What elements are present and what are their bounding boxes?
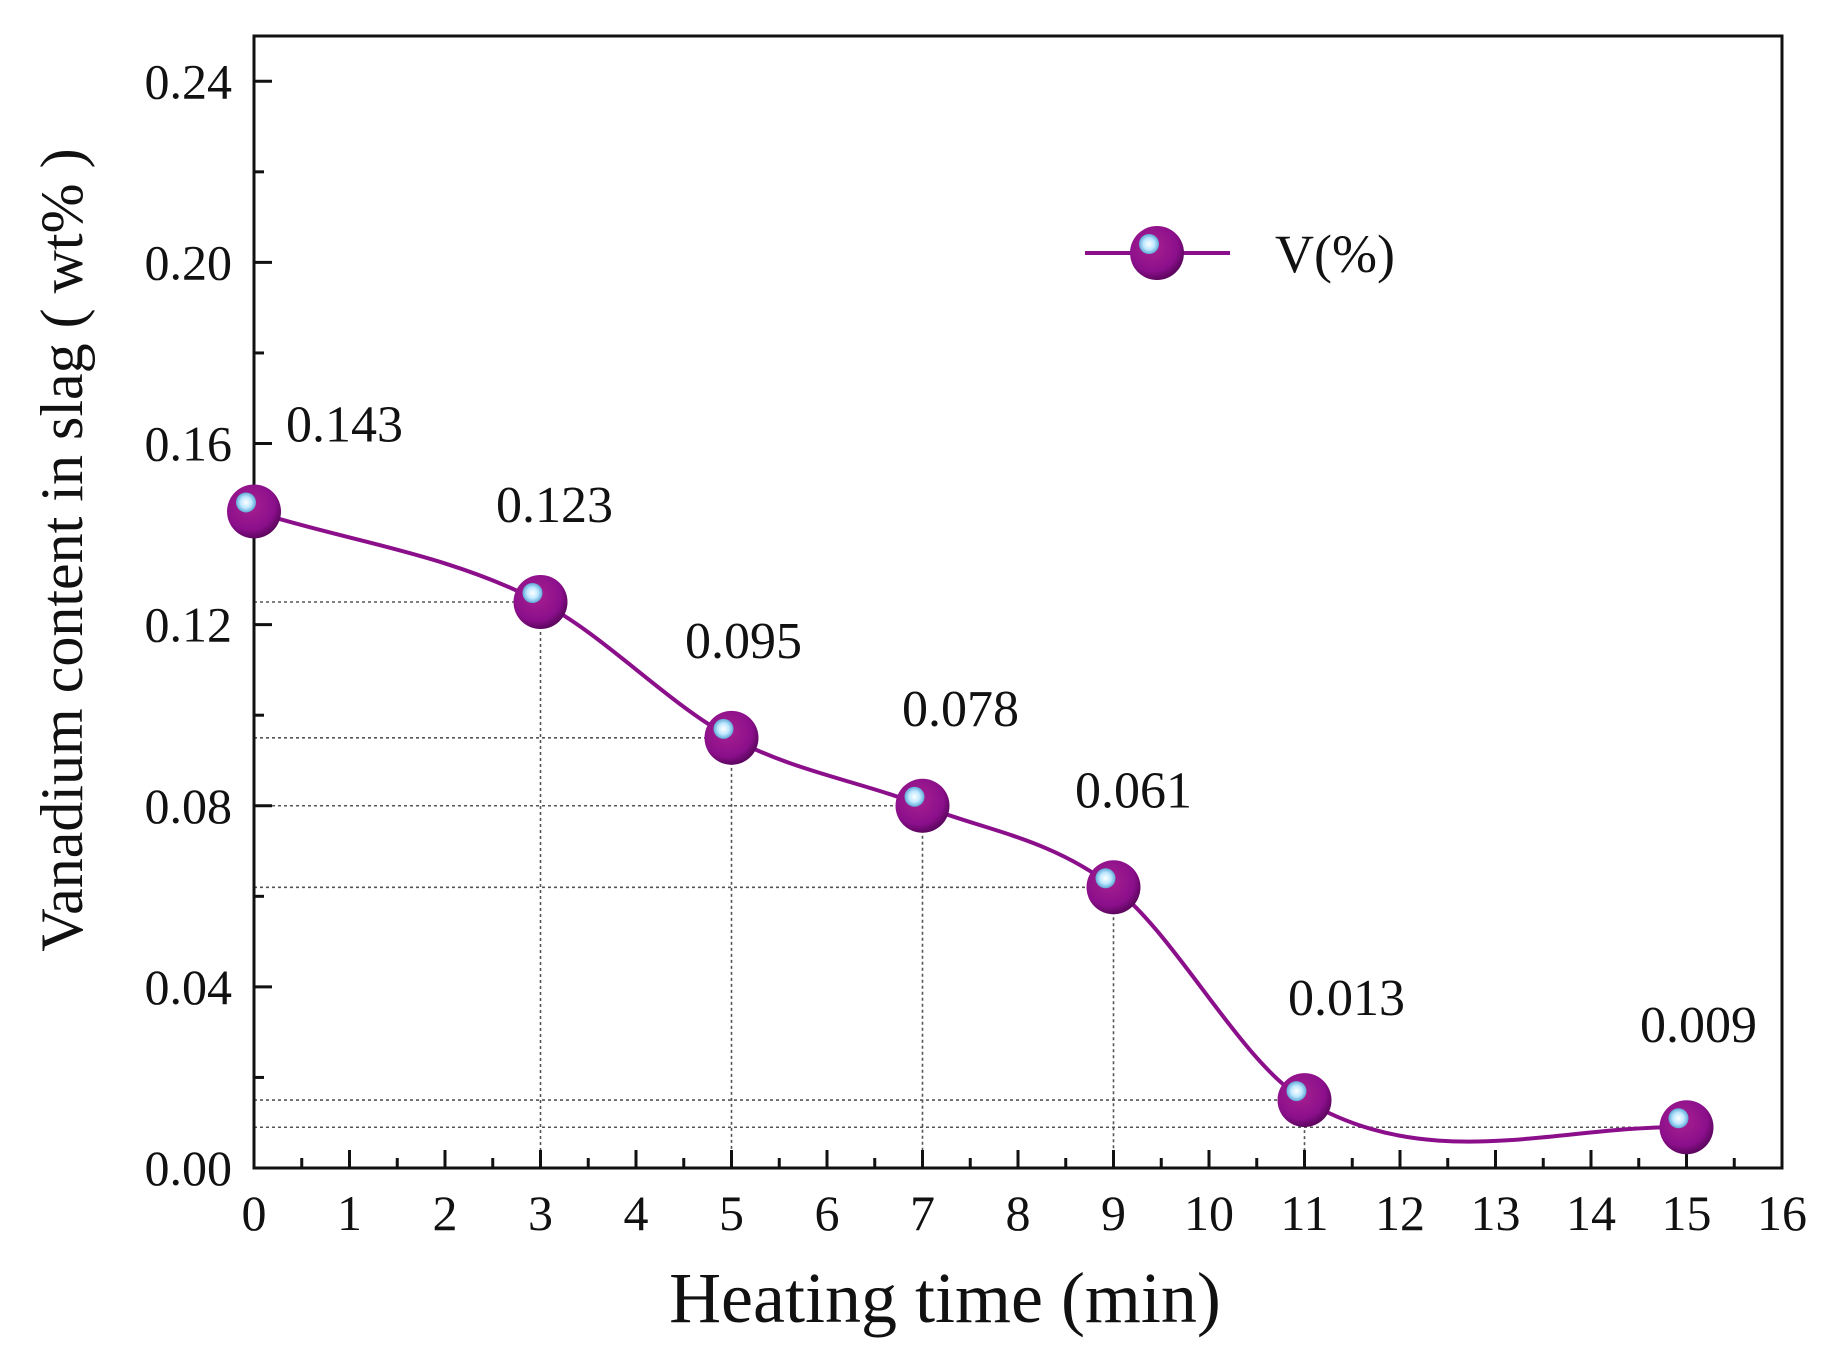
data-point-marker xyxy=(227,484,281,539)
y-tick-label: 0.16 xyxy=(145,416,233,472)
data-label: 0.009 xyxy=(1640,997,1757,1054)
data-point-marker xyxy=(1277,1073,1332,1128)
y-tick-label: 0.24 xyxy=(145,53,233,109)
legend-marker xyxy=(1130,226,1184,280)
x-tick-label: 8 xyxy=(1006,1185,1031,1241)
x-tick-label: 7 xyxy=(910,1185,935,1241)
x-tick-label: 16 xyxy=(1757,1185,1807,1241)
data-point-marker xyxy=(1086,860,1141,915)
x-tick-label: 9 xyxy=(1101,1185,1126,1241)
drop-lines xyxy=(254,601,1688,1168)
data-label: 0.123 xyxy=(496,477,613,534)
data-label: 0.078 xyxy=(902,681,1019,738)
y-tick-label: 0.04 xyxy=(145,959,233,1015)
data-labels: 0.143 0.123 0.095 0.078 0.061 0.013 0.009 xyxy=(286,396,1757,1054)
data-point-marker xyxy=(895,778,950,833)
data-label: 0.013 xyxy=(1288,970,1405,1027)
legend-label: V(%) xyxy=(1275,224,1395,284)
x-tick-label: 6 xyxy=(815,1185,840,1241)
x-axis-tick-labels: 0 1 2 3 4 5 6 7 8 9 10 11 12 13 14 15 16 xyxy=(242,1185,1808,1241)
x-tick-label: 3 xyxy=(528,1185,553,1241)
y-axis-title: Vanadium content in slag ( wt% ) xyxy=(29,148,95,951)
x-tick-label: 5 xyxy=(719,1185,744,1241)
data-label: 0.095 xyxy=(685,613,802,670)
series-markers xyxy=(227,484,1714,1155)
x-tick-label: 12 xyxy=(1375,1185,1425,1241)
x-tick-label: 13 xyxy=(1471,1185,1521,1241)
x-tick-label: 2 xyxy=(433,1185,458,1241)
y-tick-label: 0.20 xyxy=(145,234,233,290)
y-tick-label: 0.00 xyxy=(145,1140,233,1196)
axis-ticks xyxy=(252,79,1784,1170)
x-tick-label: 1 xyxy=(337,1185,362,1241)
series-line-v xyxy=(253,509,1687,1144)
x-tick-label: 14 xyxy=(1566,1185,1616,1241)
y-tick-label: 0.08 xyxy=(145,778,233,834)
data-point-marker xyxy=(1659,1100,1714,1155)
legend-marker-sphere xyxy=(1130,226,1184,280)
data-point-marker xyxy=(513,575,568,629)
data-point-marker xyxy=(704,710,759,765)
x-tick-label: 10 xyxy=(1184,1185,1234,1241)
x-axis-title: Heating time (min) xyxy=(669,1258,1221,1338)
x-tick-label: 15 xyxy=(1662,1185,1712,1241)
y-tick-label: 0.12 xyxy=(145,597,233,653)
data-label: 0.143 xyxy=(286,396,403,453)
y-axis-tick-labels: 0.00 0.04 0.08 0.12 0.16 0.20 0.24 xyxy=(145,53,233,1196)
x-tick-label: 4 xyxy=(624,1185,649,1241)
x-tick-label: 0 xyxy=(242,1185,267,1241)
x-tick-label: 11 xyxy=(1280,1185,1328,1241)
legend: V(%) xyxy=(1085,224,1395,284)
data-label: 0.061 xyxy=(1075,762,1192,819)
